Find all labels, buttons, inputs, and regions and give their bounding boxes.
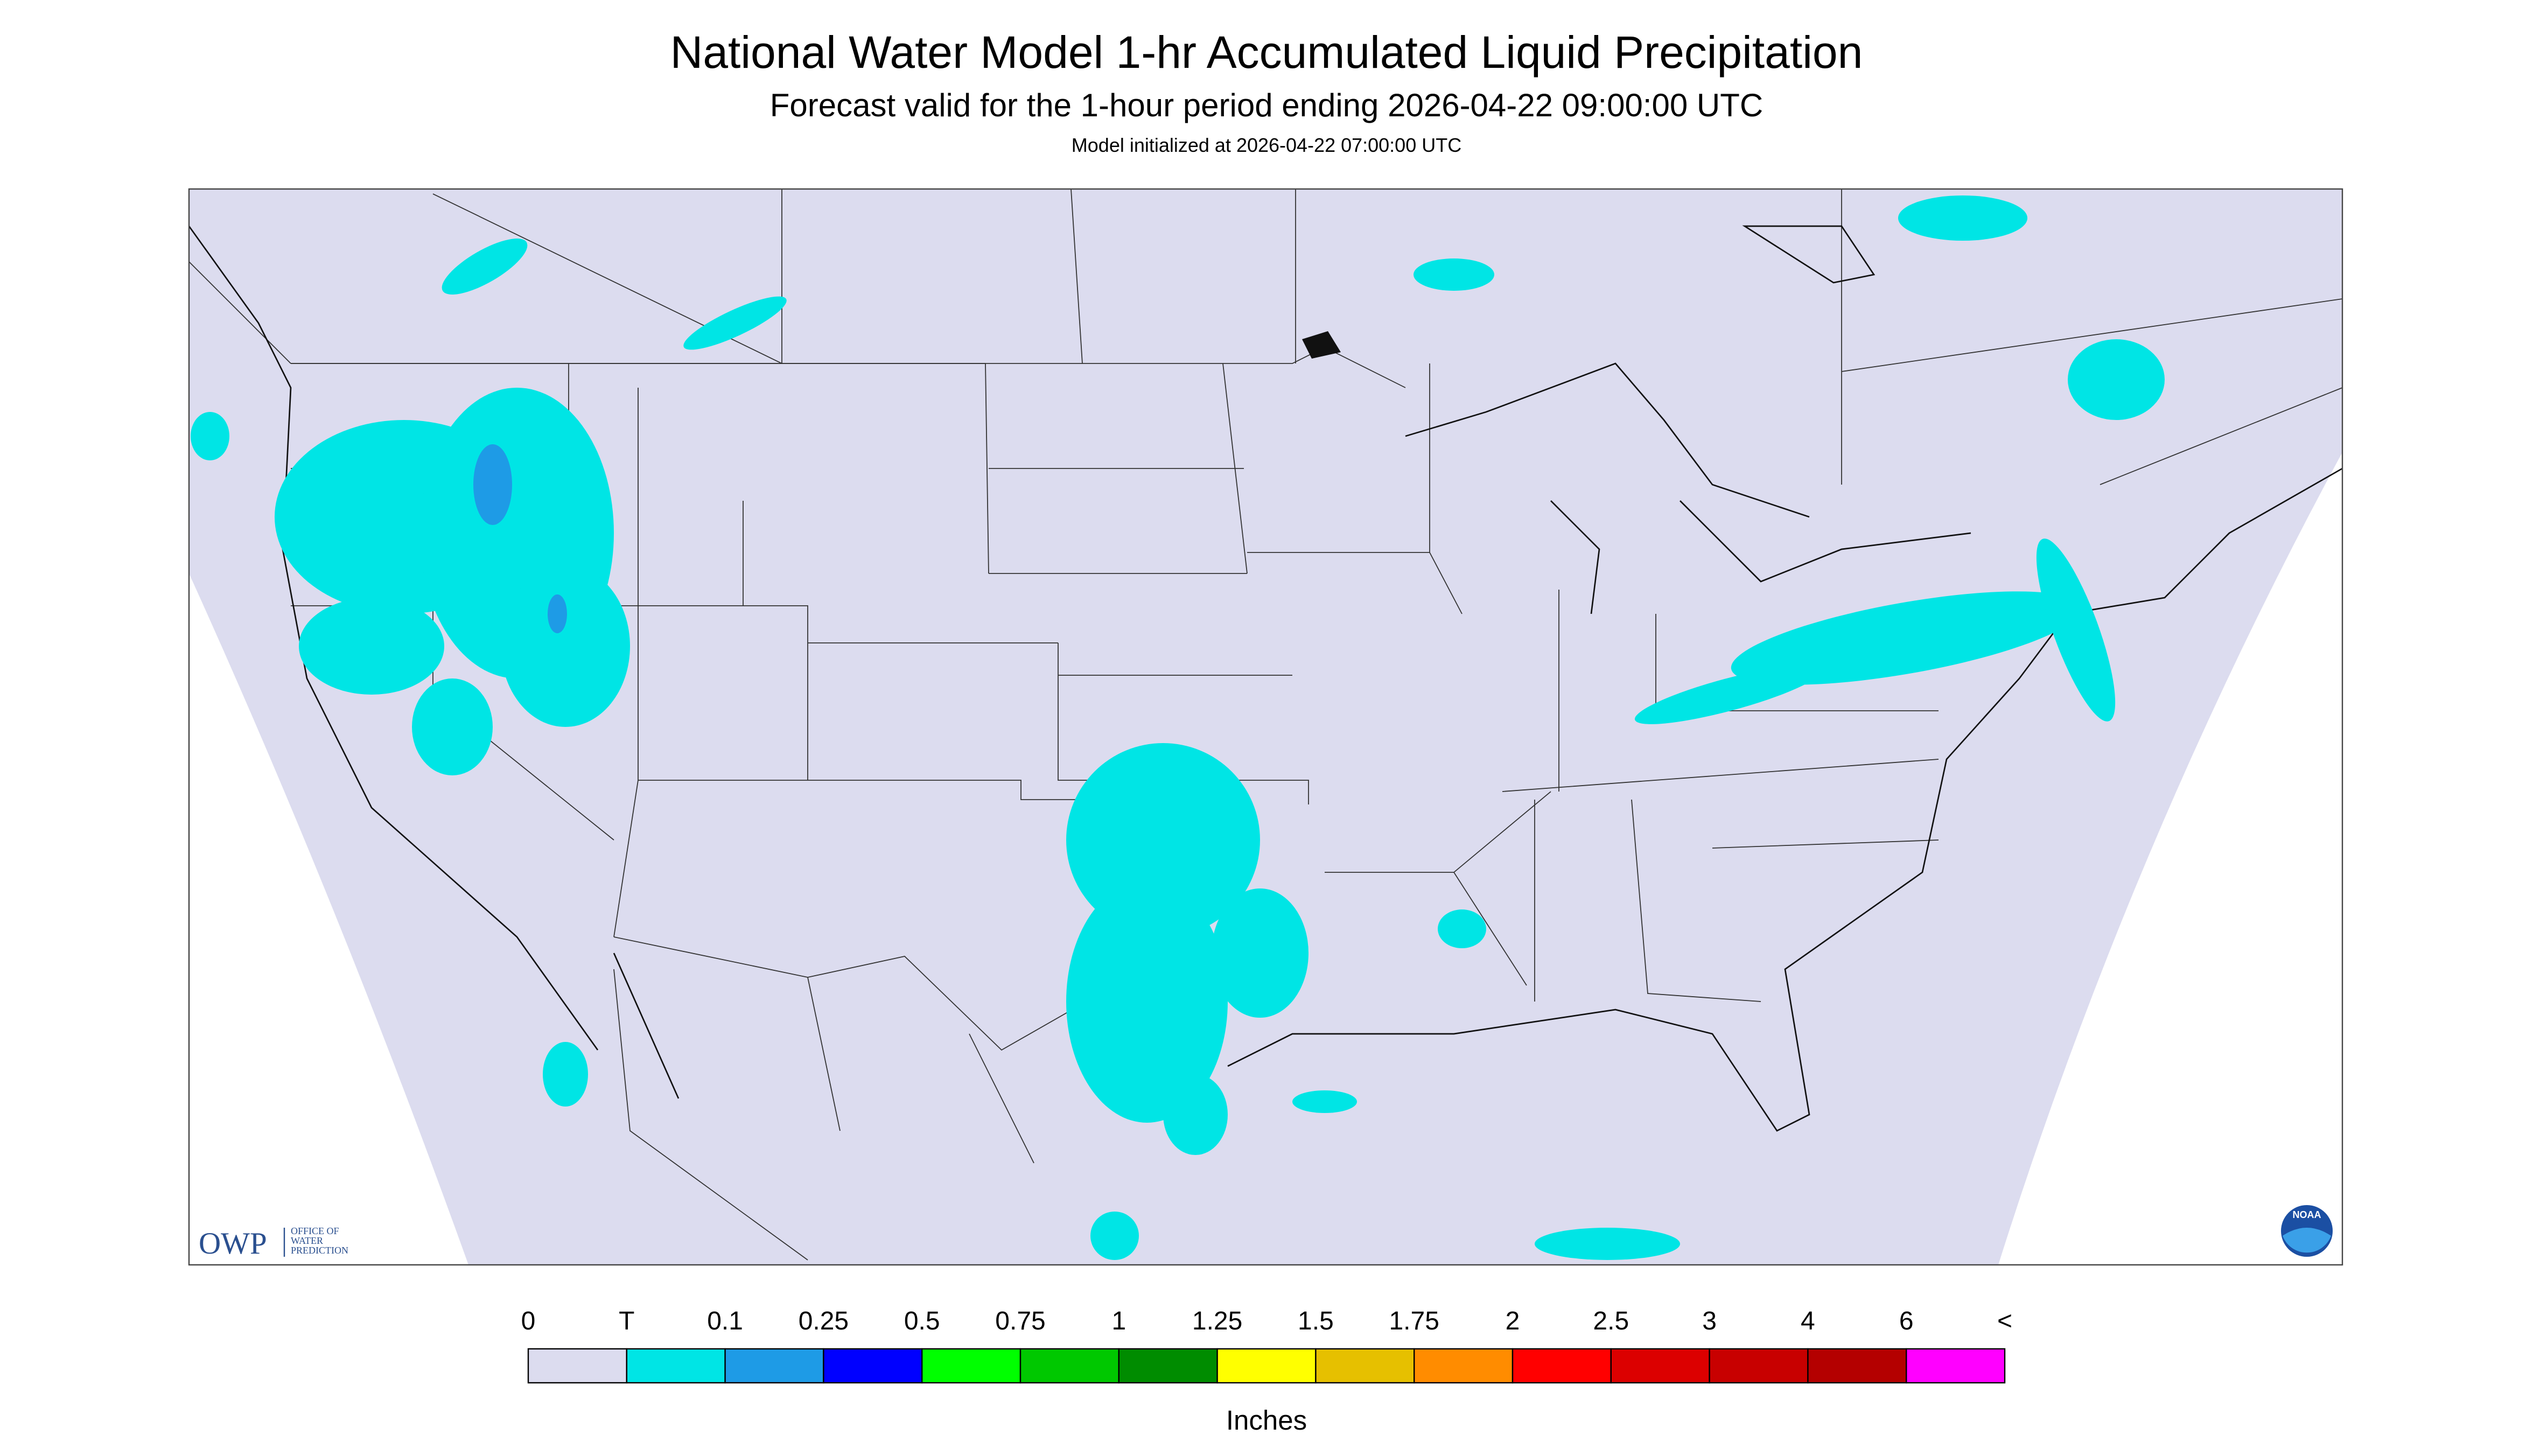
legend-label: 0.25 (799, 1307, 849, 1335)
legend-swatch (1610, 1348, 1710, 1384)
subtitle: Forecast valid for the 1-hour period end… (770, 87, 1763, 123)
legend-label: 0.1 (707, 1307, 743, 1335)
legend-swatch (1019, 1348, 1120, 1384)
legend-unit: Inches (1226, 1405, 1307, 1436)
legend-swatch (1216, 1348, 1317, 1384)
owp-name: OFFICE OF (291, 1226, 339, 1236)
legend-swatch (1807, 1348, 1907, 1384)
legend-label: 1.25 (1192, 1307, 1242, 1335)
legend-swatch (921, 1348, 1021, 1384)
legend-swatch (1315, 1348, 1415, 1384)
legend-label: < (1997, 1307, 2012, 1335)
owp-name: WATER (291, 1235, 323, 1246)
legend-swatch (823, 1348, 923, 1384)
title: National Water Model 1-hr Accumulated Li… (670, 27, 1863, 78)
map: OWP OFFICE OF WATER PREDICTION NOAA (188, 188, 2343, 1266)
legend-swatch (1709, 1348, 1809, 1384)
outside-domain-right (1998, 452, 2342, 1265)
legend-label: 0 (521, 1307, 536, 1335)
legend-label: 2.5 (1593, 1307, 1629, 1335)
noaa-text: NOAA (2293, 1209, 2321, 1220)
legend-swatch (1118, 1348, 1218, 1384)
legend-label: 2 (1506, 1307, 1520, 1335)
outside-domain-left (189, 573, 468, 1265)
legend-label: T (619, 1307, 634, 1335)
owp-abbr: OWP (199, 1227, 267, 1261)
legend-swatch (626, 1348, 726, 1384)
legend-swatch (1414, 1348, 1514, 1384)
precipitation (191, 195, 2165, 1261)
boundaries (188, 188, 2343, 1261)
legend-label: 4 (1801, 1307, 1815, 1335)
legend-swatch (1512, 1348, 1612, 1384)
owp-name: PREDICTION (291, 1245, 348, 1256)
legend: 0 T 0.1 0.25 0.5 0.75 1 1.25 1.5 1.75 2 2.5 3 4 6 < (521, 1307, 2012, 1384)
map-frame (188, 188, 2343, 1266)
legend-label: 0.5 (904, 1307, 940, 1335)
legend-swatch (1905, 1348, 2006, 1384)
init-note: Model initialized at 2026-04-22 07:00:00… (1072, 134, 1461, 156)
legend-swatch (724, 1348, 824, 1384)
legend-label: 1.5 (1298, 1307, 1334, 1335)
legend-label: 1.75 (1389, 1307, 1439, 1335)
map-background (189, 189, 2342, 1265)
legend-label: 3 (1702, 1307, 1717, 1335)
legend-swatch (527, 1348, 628, 1384)
legend-label: 0.75 (995, 1307, 1045, 1335)
legend-label: 6 (1899, 1307, 1914, 1335)
legend-label: 1 (1111, 1307, 1126, 1335)
